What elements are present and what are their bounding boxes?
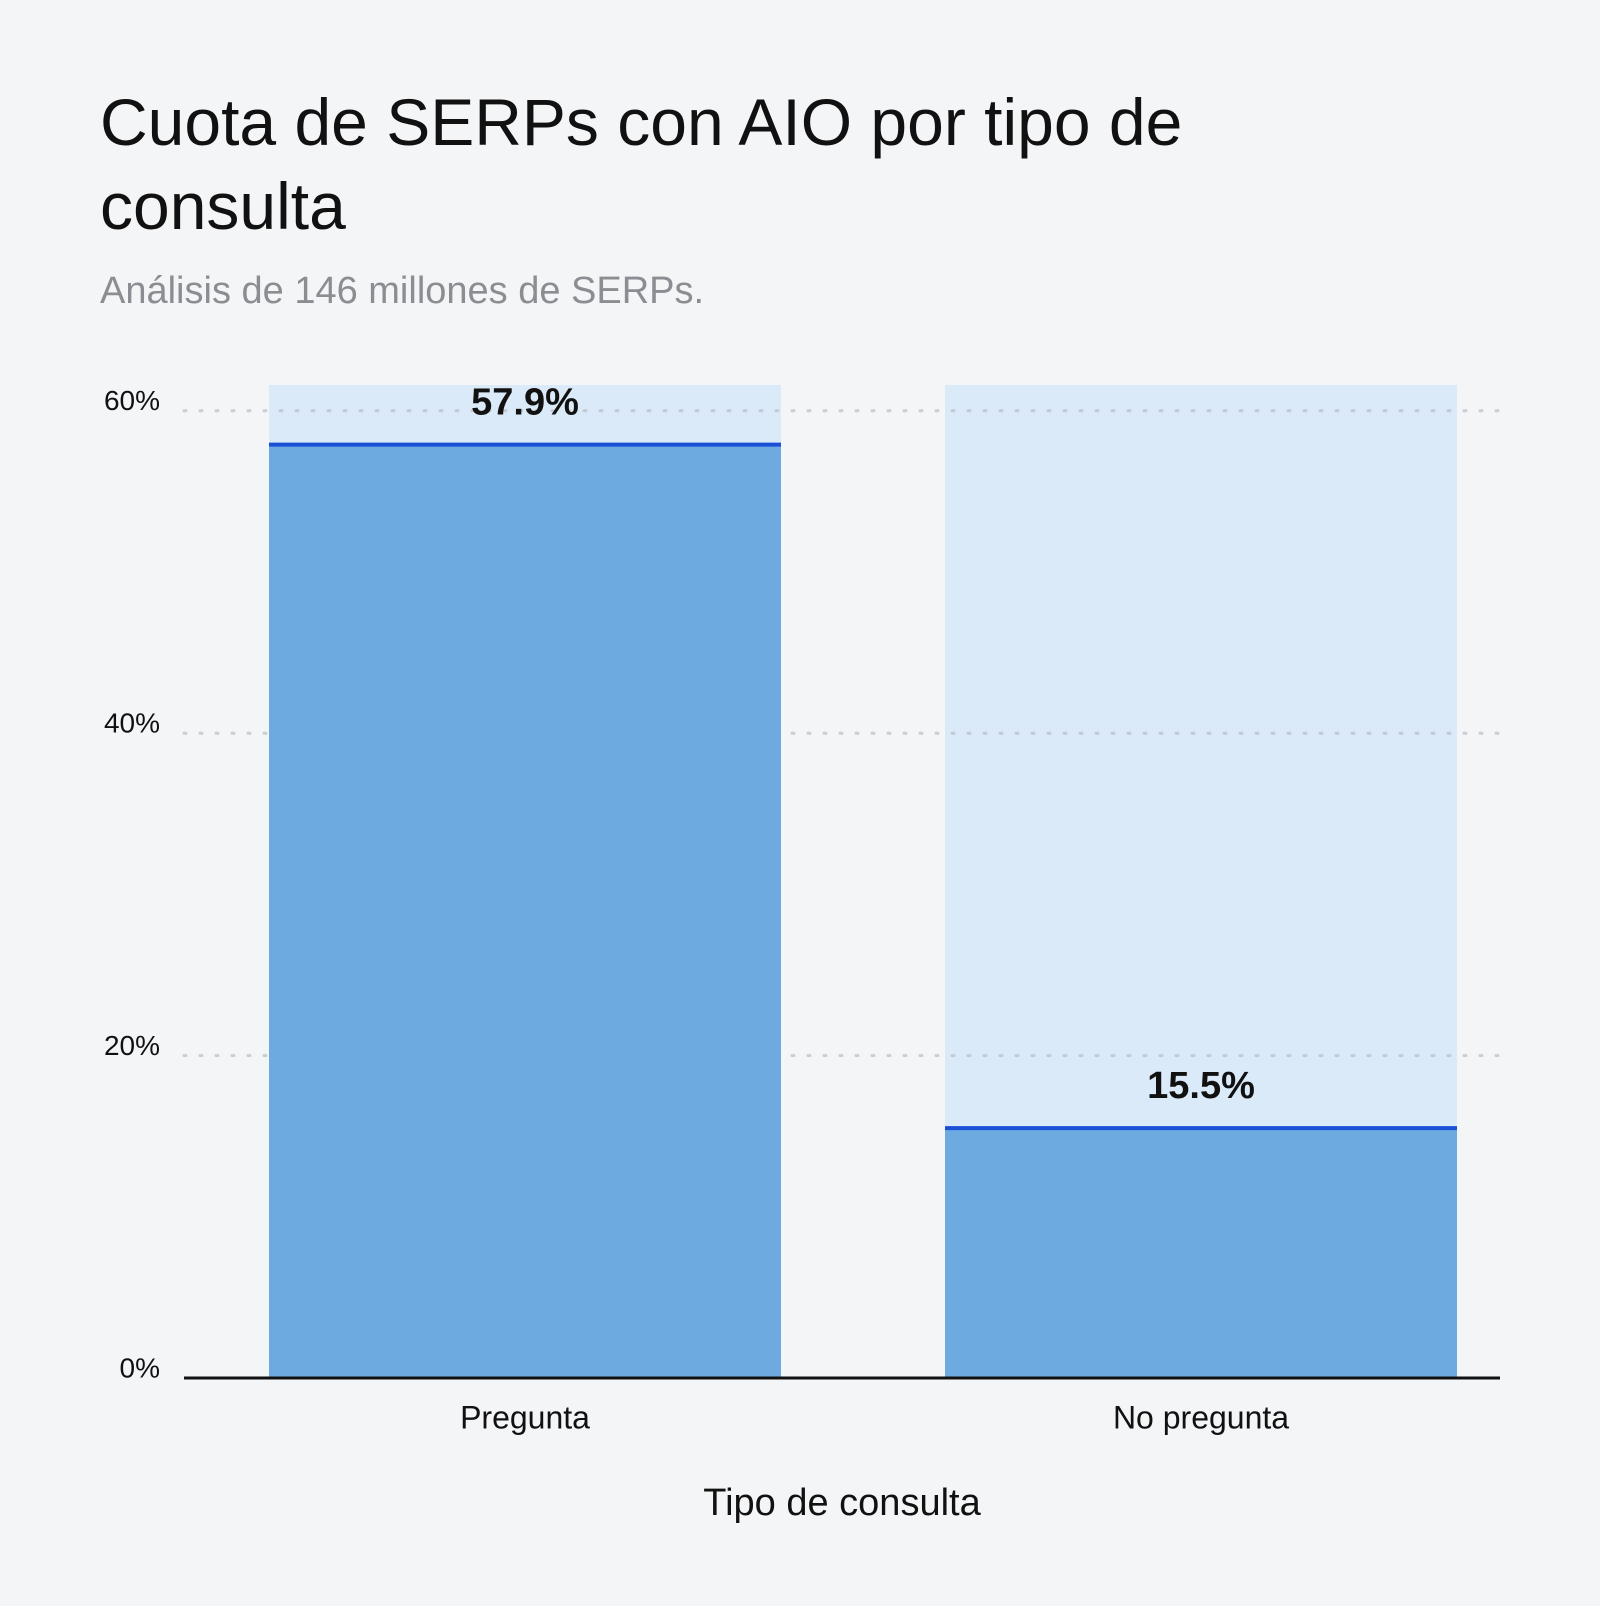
y-tick-label: 0%: [120, 1352, 160, 1383]
y-tick-label: 20%: [104, 1030, 160, 1061]
value-label: 15.5%: [1147, 1065, 1255, 1107]
x-tick-label: Pregunta: [460, 1399, 590, 1435]
bar: [945, 1128, 1457, 1378]
y-tick-label: 40%: [104, 708, 160, 739]
y-tick-label: 60%: [104, 385, 160, 416]
chart-subtitle: Análisis de 146 millones de SERPs.: [100, 270, 705, 312]
x-tick-label: No pregunta: [1113, 1399, 1289, 1435]
x-axis-title: Tipo de consulta: [703, 1482, 981, 1524]
value-label: 57.9%: [471, 382, 579, 424]
bar: [269, 444, 781, 1378]
chart-title: Cuota de SERPs con AIO por tipo de consu…: [100, 85, 1183, 243]
